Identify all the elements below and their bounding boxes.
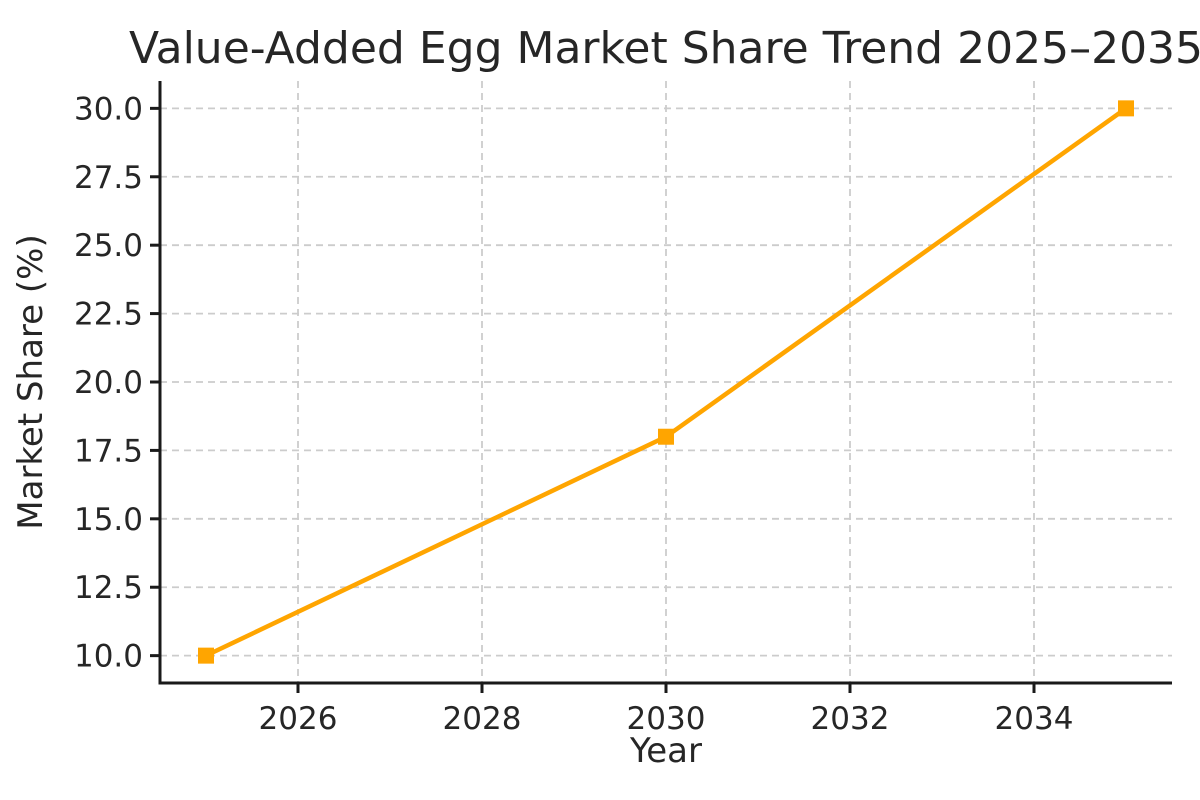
y-tick-label: 20.0 (74, 365, 143, 401)
y-tick-label: 12.5 (74, 570, 143, 606)
y-axis-label: Market Share (%) (11, 234, 51, 529)
x-tick-label: 2032 (811, 701, 890, 737)
x-tick-label: 2030 (627, 701, 706, 737)
y-tick-label: 22.5 (74, 297, 143, 333)
x-tick-label: 2034 (995, 701, 1074, 737)
data-point-marker (1118, 100, 1134, 117)
y-tick-label: 15.0 (74, 502, 143, 538)
x-tick-label: 2028 (443, 701, 522, 737)
y-tick-label: 30.0 (74, 91, 143, 127)
y-tick-label: 10.0 (74, 639, 143, 675)
y-tick-label: 25.0 (74, 228, 143, 264)
chart-title: Value-Added Egg Market Share Trend 2025–… (129, 23, 1200, 74)
data-point-marker (198, 647, 214, 664)
data-point-marker (658, 428, 674, 445)
y-tick-label: 27.5 (74, 160, 143, 196)
x-axis-label: Year (629, 731, 702, 771)
x-tick-label: 2026 (259, 701, 338, 737)
y-tick-label: 17.5 (74, 433, 143, 469)
